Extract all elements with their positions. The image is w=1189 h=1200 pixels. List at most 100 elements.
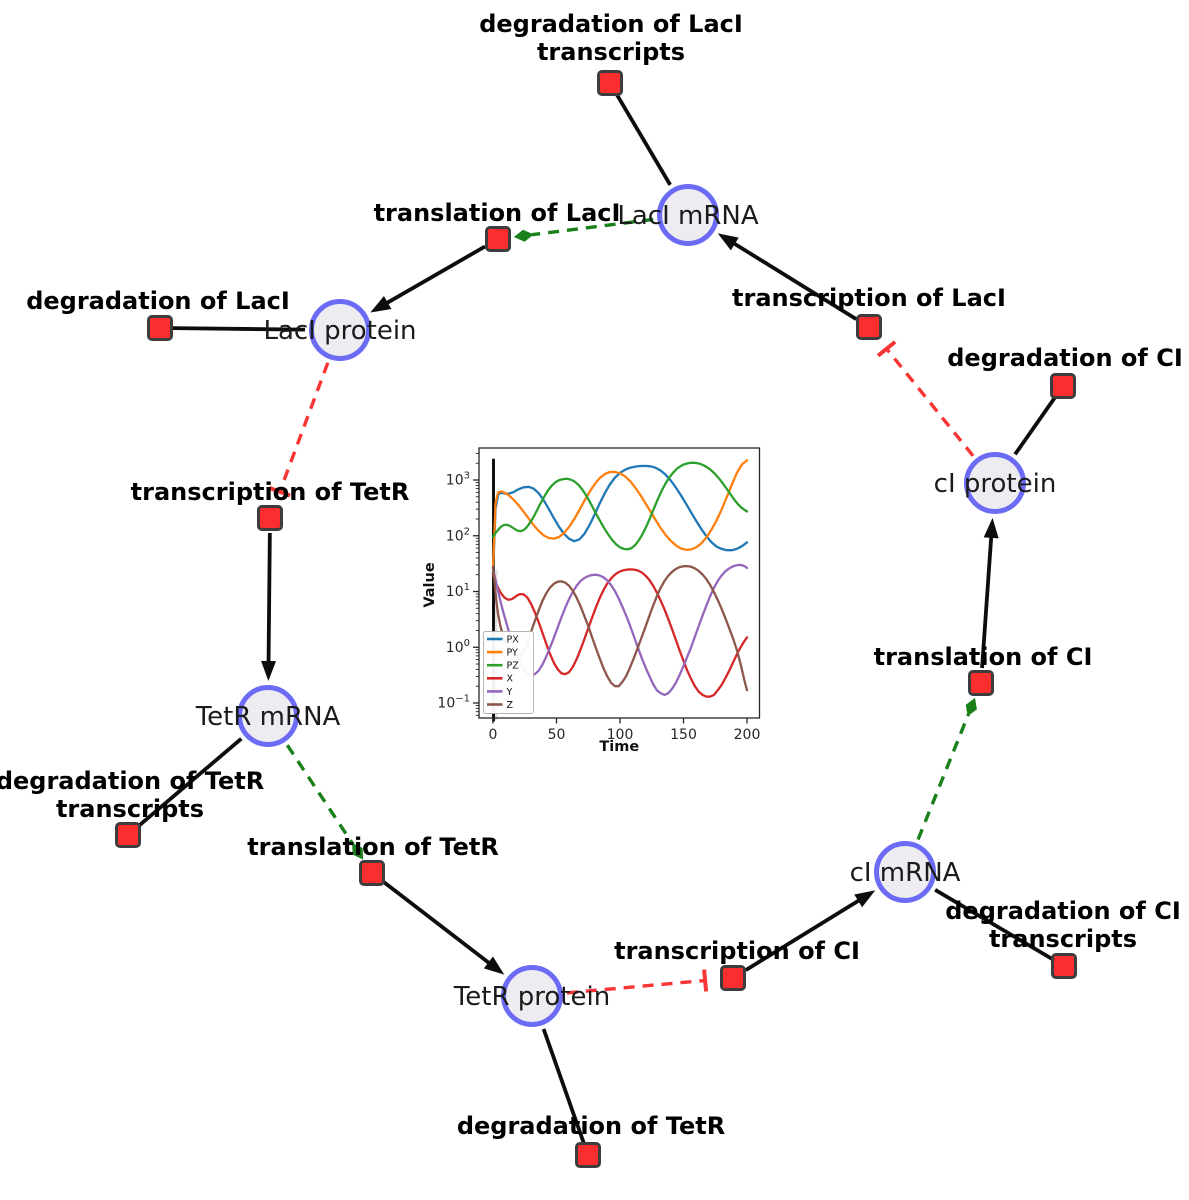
species-node-laci-mrna[interactable] — [657, 184, 719, 246]
consumption-edge-line — [541, 1028, 586, 1144]
arrowhead — [854, 890, 876, 908]
reaction-node-deg-tetr-transcripts[interactable] — [115, 822, 141, 848]
arrowhead — [261, 660, 277, 682]
reaction-label-deg-ci-transcripts: degradation of CI transcripts — [945, 897, 1181, 953]
reaction-label-transcription-tetr: transcription of TetR — [130, 478, 410, 506]
inhibition-edge-line — [278, 362, 330, 493]
legend-label-Y: Y — [506, 687, 513, 698]
species-node-tetr-mrna[interactable] — [237, 685, 299, 747]
species-label-ci-mrna: cI mRNA — [849, 858, 961, 888]
x-tick-label: 100 — [607, 727, 634, 743]
series-X — [491, 568, 749, 698]
reaction-node-deg-ci-transcripts[interactable] — [1051, 953, 1077, 979]
species-label-tetr-mrna: TetR mRNA — [195, 702, 341, 732]
edge-laci-protein-transcription-tetr — [268, 362, 330, 498]
inhibitor-tbar — [876, 340, 897, 358]
edge-tetr-mrna-translation-tetr — [285, 744, 364, 860]
inhibitor-tbar — [268, 486, 291, 498]
reaction-label-deg-laci: degradation of LacI — [26, 287, 290, 315]
edge-laci-mrna-translation-laci — [513, 217, 654, 242]
edge-translation-laci-laci-protein — [370, 244, 486, 313]
legend-label-PY: PY — [507, 648, 519, 659]
x-tick-label: 0 — [489, 727, 498, 743]
reaction-node-translation-tetr[interactable] — [359, 860, 385, 886]
modifier-edge-line — [285, 744, 355, 846]
reaction-node-transcription-laci[interactable] — [856, 314, 882, 340]
arrowhead — [983, 517, 999, 539]
modifier-diamond — [513, 229, 534, 242]
legend-label-X: X — [507, 674, 514, 685]
reaction-label-transcription-laci: transcription of LacI — [732, 284, 1006, 312]
arrowhead — [370, 296, 392, 313]
reaction-label-translation-tetr: translation of TetR — [247, 833, 499, 861]
y-tick-label: 102 — [446, 526, 470, 544]
edge-laci-protein-deg-laci — [172, 326, 306, 332]
modifier-edge-line — [916, 713, 970, 841]
consumption-edge-line — [614, 93, 672, 186]
reaction-node-transcription-ci[interactable] — [720, 965, 746, 991]
x-axis-title: Time — [599, 739, 639, 755]
reaction-node-translation-ci[interactable] — [968, 670, 994, 696]
reaction-label-transcription-ci: transcription of CI — [614, 937, 860, 965]
reaction-label-deg-tetr: degradation of TetR — [456, 1112, 726, 1140]
reaction-node-translation-laci[interactable] — [485, 226, 511, 252]
x-tick-label: 50 — [548, 727, 566, 743]
edge-tetr-protein-deg-tetr — [541, 1028, 586, 1144]
consumption-edge-line — [1013, 395, 1058, 456]
legend-label-PX: PX — [507, 634, 520, 645]
modifier-diamond — [965, 697, 977, 717]
reaction-node-deg-ci[interactable] — [1050, 373, 1076, 399]
species-label-ci-protein: cI protein — [933, 469, 1057, 499]
edge-translation-ci-ci-protein — [980, 517, 999, 669]
plot-frame — [478, 447, 761, 719]
species-label-tetr-protein: TetR protein — [453, 982, 611, 1012]
edge-tetr-protein-transcription-ci — [566, 969, 709, 995]
production-edge-line — [744, 896, 865, 972]
series-PZ — [491, 461, 749, 551]
production-edge-line — [728, 239, 858, 321]
species-node-tetr-protein[interactable] — [501, 965, 563, 1027]
series-PY — [491, 459, 749, 571]
production-edge-line — [382, 880, 495, 968]
edge-ci-protein-deg-ci — [1013, 395, 1058, 456]
reaction-node-deg-laci-transcripts[interactable] — [597, 70, 623, 96]
legend-label-PZ: PZ — [507, 661, 520, 672]
x-tick-label: 150 — [670, 727, 697, 743]
species-label-laci-mrna: LacI mRNA — [617, 201, 759, 231]
reaction-label-translation-ci: translation of CI — [873, 643, 1093, 671]
reaction-node-deg-laci[interactable] — [147, 315, 173, 341]
y-tick-label: 103 — [446, 471, 470, 489]
reaction-label-translation-laci: translation of LacI — [373, 199, 621, 227]
reaction-label-deg-ci: degradation of CI — [947, 344, 1183, 372]
edge-transcription-laci-laci-mrna — [717, 233, 858, 321]
y-tick-label: 101 — [446, 582, 470, 600]
reaction-node-deg-tetr[interactable] — [575, 1142, 601, 1168]
species-node-laci-protein[interactable] — [309, 299, 371, 361]
inhibition-edge-line — [566, 978, 706, 995]
edge-ci-mrna-deg-ci-transcripts — [934, 888, 1054, 962]
consumption-edge-line — [172, 326, 306, 332]
species-node-ci-mrna[interactable] — [874, 841, 936, 903]
y-axis-title: Value — [422, 562, 438, 608]
x-tick-label: 200 — [734, 727, 761, 743]
edge-tetr-mrna-deg-tetr-transcripts — [136, 737, 243, 829]
legend-label-Z: Z — [507, 700, 514, 711]
reaction-node-transcription-tetr[interactable] — [257, 505, 283, 531]
species-label-laci-protein: LacI protein — [263, 316, 417, 346]
edge-laci-mrna-deg-laci-transcripts — [614, 93, 672, 186]
consumption-edge-line — [136, 737, 243, 829]
modifier-diamond — [352, 842, 364, 860]
production-edge-line — [266, 532, 272, 668]
reaction-label-deg-laci-transcripts: degradation of LacI transcripts — [479, 10, 743, 66]
edge-transcription-tetr-tetr-mrna — [261, 532, 277, 682]
reaction-label-deg-tetr-transcripts: degradation of TetR transcripts — [0, 767, 265, 823]
inhibition-edge-line — [885, 347, 975, 457]
modifier-edge-line — [531, 217, 654, 237]
production-edge-line — [980, 531, 994, 669]
y-tick-label: 100 — [446, 638, 470, 656]
series-PX — [491, 464, 749, 576]
edge-ci-protein-transcription-laci — [876, 340, 975, 457]
edge-translation-tetr-tetr-protein — [382, 880, 505, 975]
species-node-ci-protein[interactable] — [964, 452, 1026, 514]
